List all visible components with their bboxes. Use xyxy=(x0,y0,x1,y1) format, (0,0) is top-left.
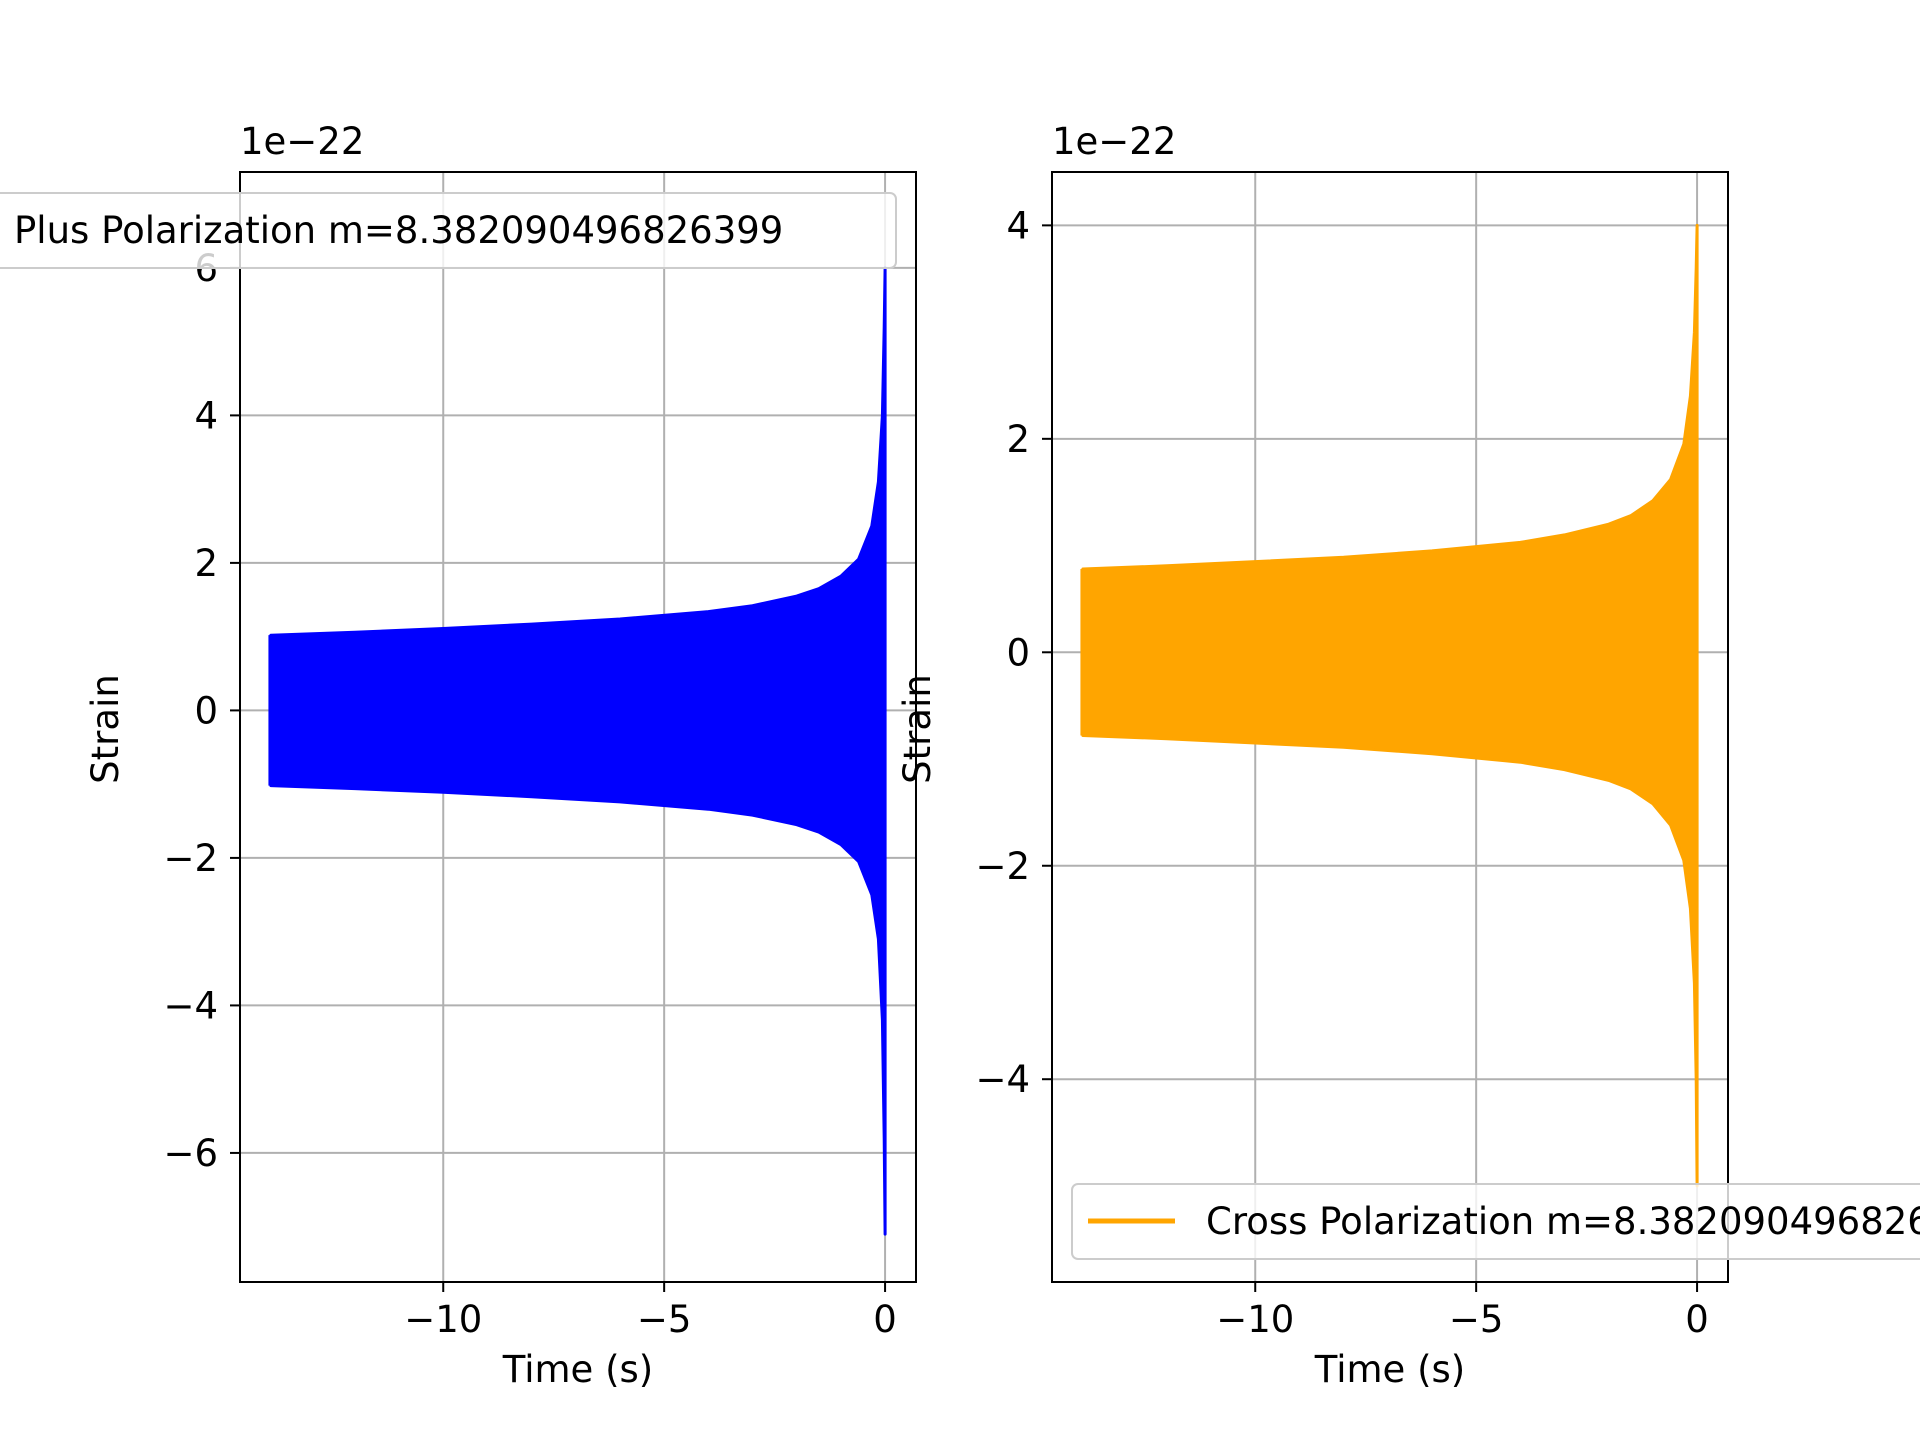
cross-x-tick-label-0: −10 xyxy=(1216,1298,1294,1341)
cross-y-tick-label-1: −2 xyxy=(975,845,1030,888)
cross-y-tick-label-0: −4 xyxy=(975,1058,1030,1101)
plus-y-tick-label-5: 4 xyxy=(194,394,218,437)
plus-x-tick-label-2: 0 xyxy=(873,1298,897,1341)
plus-x-tick-label-0: −10 xyxy=(404,1298,482,1341)
plus-axes-frame xyxy=(239,171,917,1283)
cross-legend: Cross Polarization m=8.382090496826399 xyxy=(1071,1183,1920,1260)
cross-legend-label: Cross Polarization m=8.382090496826399 xyxy=(1206,1200,1920,1243)
plus-y-axis-label: Strain xyxy=(84,674,127,784)
cross-x-axis-label: Time (s) xyxy=(1314,1348,1465,1391)
plus-waveform-envelope xyxy=(269,266,887,1236)
plus-y-tick-label-0: −6 xyxy=(163,1132,218,1175)
plus-waveform xyxy=(268,266,887,1236)
cross-x-tick-label-1: −5 xyxy=(1449,1298,1504,1341)
plus-x-axis-label: Time (s) xyxy=(502,1348,653,1391)
cross-axes-frame xyxy=(1051,171,1729,1283)
cross-y-tick-label-4: 4 xyxy=(1006,204,1030,247)
plus-ticks: −10−50−6−4−20246 xyxy=(163,247,896,1341)
cross-legend-box xyxy=(1071,1183,1920,1260)
plus-y-tick-label-4: 2 xyxy=(194,542,218,585)
cross-y-tick-label-3: 2 xyxy=(1006,418,1030,461)
cross-offset-text: 1e−22 xyxy=(1052,120,1176,163)
plus-legend-label: Plus Polarization m=8.382090496826399 xyxy=(14,209,783,252)
cross-y-tick-label-2: 0 xyxy=(1006,631,1030,674)
plus-polarization-panel: −10−50−6−4−20246 1e−22 Time (s) Strain P… xyxy=(0,120,917,1391)
plus-legend-box xyxy=(0,192,897,269)
cross-ticks: −10 −5 0 −4 −2 0 2 4 xyxy=(975,204,1708,1341)
plus-legend: Plus Polarization m=8.382090496826399 xyxy=(0,192,897,269)
cross-polarization-panel: −10 −5 0 −4 −2 0 2 4 1e−22 Time (s) Strain Cros… xyxy=(896,120,1920,1391)
plus-y-tick-label-3: 0 xyxy=(194,689,218,732)
plus-x-tick-label-1: −5 xyxy=(637,1298,692,1341)
plus-y-tick-label-2: −2 xyxy=(163,837,218,880)
cross-y-axis-label: Strain xyxy=(896,674,939,784)
plus-y-tick-label-1: −4 xyxy=(163,984,218,1027)
plus-offset-text: 1e−22 xyxy=(240,120,364,163)
cross-x-tick-label-2: 0 xyxy=(1685,1298,1709,1341)
